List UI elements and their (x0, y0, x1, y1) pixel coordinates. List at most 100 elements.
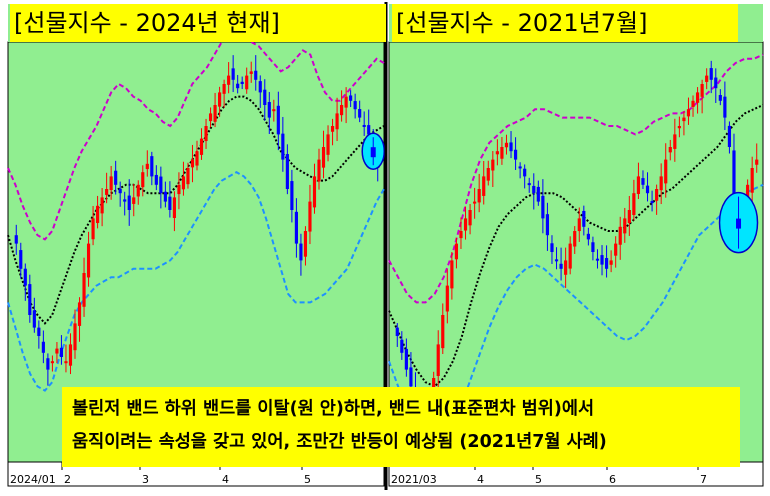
candle-down (240, 81, 244, 84)
candle-up (577, 218, 581, 232)
candle-up (495, 151, 499, 155)
candle-up (177, 184, 181, 195)
candle-up (100, 197, 104, 214)
candle-up (64, 361, 68, 364)
candle-down (709, 68, 713, 80)
candle-down (19, 250, 23, 269)
candle-down (294, 211, 298, 244)
x-tick-label: 7 (700, 473, 707, 486)
candle-up (482, 176, 486, 196)
candle-down (37, 327, 41, 336)
candle-down (586, 233, 590, 240)
candle-up (199, 138, 204, 155)
candle-down (523, 168, 527, 177)
candle-down (723, 96, 727, 118)
candle-down (236, 83, 240, 89)
candle-down (285, 154, 289, 189)
candle-down (231, 68, 235, 80)
candle-up (473, 201, 477, 204)
candle-up (204, 126, 208, 142)
candle-up (486, 168, 490, 181)
candle-down (527, 183, 531, 186)
candle-up (172, 197, 176, 218)
candle-up (50, 361, 54, 364)
candle-up (91, 218, 95, 240)
candle-down (299, 243, 303, 261)
candle-up (445, 285, 449, 312)
candle-down (163, 191, 167, 202)
candle-up (700, 84, 704, 97)
candle-down (641, 178, 645, 185)
x-tick-label: 5 (304, 473, 311, 486)
candle-up (213, 105, 217, 122)
lower-band-line (7, 171, 385, 392)
x-tick-label: 5 (535, 473, 542, 486)
candle-down (400, 339, 404, 353)
candle-up (682, 117, 686, 122)
candle-down (154, 174, 158, 185)
candle-up (136, 184, 140, 197)
candle-up (750, 168, 754, 193)
upper-band-line (7, 28, 385, 241)
candle-up (564, 260, 568, 275)
candle-up (677, 126, 681, 129)
candle-down (159, 176, 163, 194)
candle-down (395, 327, 399, 336)
candle-up (686, 109, 691, 117)
candle-up (186, 168, 190, 185)
candle-up (190, 159, 195, 168)
breach-candle (370, 147, 376, 158)
candle-up (500, 147, 504, 159)
candle-down (404, 348, 408, 370)
candle-down (513, 149, 518, 160)
x-tick-label: 4 (222, 473, 229, 486)
candle-down (409, 367, 413, 387)
candle-up (705, 75, 709, 82)
candle-up (655, 189, 659, 201)
candle-down (718, 95, 722, 101)
candle-up (614, 243, 618, 256)
candle-up (68, 344, 73, 366)
x-tick-label: 2 (64, 473, 71, 486)
candle-up (330, 126, 335, 132)
candle-up (145, 163, 149, 170)
upper-band-line (388, 53, 764, 304)
candle-down (559, 263, 563, 269)
candle-down (276, 105, 280, 135)
candle-down (541, 195, 545, 219)
caption-line-2: 움직이려는 속성을 갖고 있어, 조만간 반등이 예상됨 (2021년7월 사례… (72, 432, 607, 452)
candle-up (450, 260, 454, 289)
candle-up (303, 231, 308, 257)
candle-down (353, 101, 357, 110)
candle-down (518, 166, 522, 169)
candle-down (118, 188, 122, 194)
candle-down (114, 170, 118, 185)
candle-up (344, 96, 348, 108)
candle-down (595, 258, 600, 261)
candle-up (659, 176, 663, 191)
candle-down (509, 142, 513, 152)
candle-down (532, 185, 536, 194)
candle-up (335, 113, 339, 130)
candle-up (491, 159, 495, 171)
candle-up (86, 243, 91, 278)
candle-down (127, 195, 131, 210)
candle-up (436, 344, 440, 376)
candle-down (150, 156, 154, 177)
candle-up (441, 315, 445, 349)
candle-down (714, 77, 718, 89)
candle-down (290, 181, 294, 210)
candle-up (245, 75, 249, 90)
candle-down (550, 243, 554, 252)
candle-down (362, 124, 366, 127)
candle-up (321, 147, 326, 168)
candle-up (195, 151, 199, 166)
candle-up (132, 197, 136, 204)
candle-up (636, 176, 641, 194)
candle-up (632, 193, 636, 216)
candle-up (573, 231, 577, 247)
candle-up (627, 210, 631, 224)
candle-down (349, 95, 353, 101)
candle-down (732, 150, 736, 202)
candle-up (326, 134, 330, 155)
